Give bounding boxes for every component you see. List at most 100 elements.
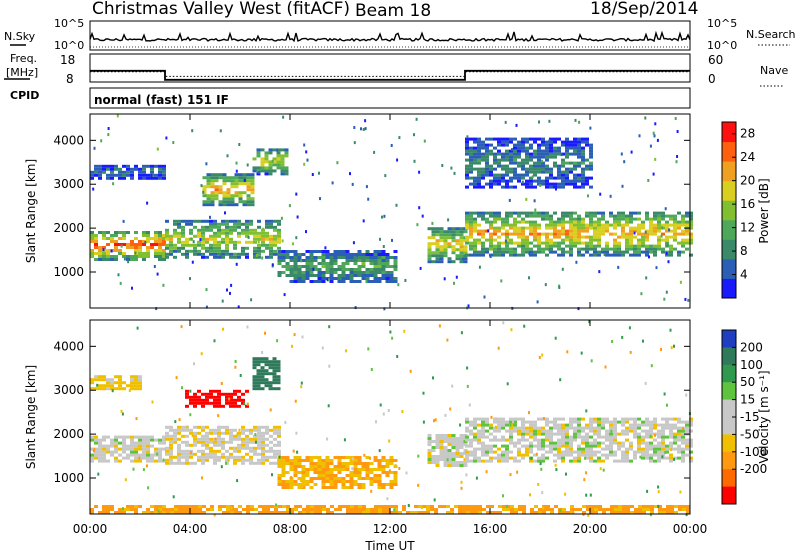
velocity-cell (209, 449, 213, 453)
power-cell (469, 226, 473, 230)
power-cell (581, 149, 585, 153)
power-cell (505, 143, 509, 147)
power-cell (541, 250, 545, 254)
velocity-cell (473, 435, 477, 439)
power-cell (645, 217, 649, 221)
power-cell (443, 251, 448, 255)
power-cell (553, 241, 557, 245)
velocity-cell (354, 511, 358, 514)
power-cell (609, 223, 613, 227)
power-cell (605, 220, 609, 224)
velocity-cell (138, 444, 142, 448)
power-cell (197, 219, 201, 223)
velocity-cell (110, 444, 114, 448)
power-cell (669, 250, 673, 254)
velocity-cell (462, 511, 466, 514)
power-cell (217, 255, 221, 259)
power-cell (418, 170, 421, 174)
velocity-cell (174, 420, 177, 424)
power-cell (349, 280, 354, 283)
velocity-cell (261, 455, 265, 459)
velocity-cell (622, 511, 626, 514)
velocity-cell (237, 398, 241, 402)
velocity-cell (398, 467, 401, 470)
velocity-cell (98, 387, 102, 391)
velocity-cell (501, 438, 505, 442)
velocity-cell (557, 426, 561, 430)
velocity-cell (649, 423, 653, 427)
power-cell (431, 227, 436, 231)
velocity-cell (593, 429, 597, 433)
velocity-cell (268, 363, 273, 367)
velocity-cell (389, 459, 394, 462)
power-cell (229, 231, 233, 235)
power-cell (569, 167, 573, 171)
velocity-cell (381, 459, 386, 462)
power-cell (234, 182, 239, 186)
velocity-cell (185, 443, 189, 447)
velocity-cell (585, 432, 589, 436)
power-cell (553, 140, 557, 144)
velocity-cell (94, 505, 98, 508)
power-cell (561, 214, 565, 218)
power-cell (265, 231, 269, 235)
velocity-cell (221, 452, 225, 456)
velocity-cell (430, 508, 434, 511)
power-cell (443, 242, 448, 246)
power-cell (297, 259, 302, 262)
velocity-cell (258, 511, 262, 514)
power-cell (153, 265, 156, 268)
velocity-cell (497, 346, 500, 350)
velocity-cell (96, 383, 99, 387)
power-cell (202, 200, 207, 204)
velocity-cell (213, 398, 217, 402)
power-cell (225, 240, 229, 244)
velocity-cell (213, 443, 217, 447)
velocity-cell (681, 456, 685, 460)
power-cell (450, 166, 453, 170)
power-cell (150, 170, 154, 174)
velocity-cell (217, 440, 221, 444)
velocity-cell (557, 417, 561, 421)
velocity-cell (459, 440, 464, 443)
velocity-heatmap-cells (90, 320, 693, 517)
velocity-cell (633, 429, 637, 433)
power-cell (465, 164, 469, 168)
power-cell (597, 241, 601, 245)
velocity-cell (621, 459, 625, 463)
velocity-cell (90, 387, 94, 391)
power-cell (593, 250, 597, 254)
power-cell (381, 265, 386, 268)
power-cell (465, 143, 469, 147)
power-cell (537, 223, 541, 227)
power-cell (505, 214, 509, 218)
power-cell (513, 223, 517, 227)
power-cell (177, 246, 181, 250)
velocity-cell (221, 443, 225, 447)
velocity-cell (381, 471, 386, 474)
velocity-cell (577, 417, 581, 421)
power-cell (357, 250, 362, 253)
power-cell (158, 176, 162, 180)
power-cell (637, 253, 641, 257)
velocity-cell (317, 468, 322, 471)
power-cell (377, 265, 382, 268)
power-cell (577, 214, 581, 218)
power-cell (549, 137, 553, 141)
power-cell (277, 274, 282, 277)
velocity-cell (213, 458, 217, 462)
velocity-cell (191, 434, 194, 438)
power-cell (589, 241, 593, 245)
power-cell (633, 244, 637, 248)
power-cell (573, 179, 577, 183)
power-cell (245, 234, 249, 238)
velocity-cell (427, 434, 432, 437)
velocity-cell (489, 444, 493, 448)
power-cell (134, 231, 138, 234)
power-cell (321, 274, 326, 277)
velocity-cell (545, 423, 549, 427)
power-cell (553, 155, 557, 159)
velocity-cell (512, 420, 514, 424)
velocity-cell (446, 338, 449, 342)
power-cell (185, 252, 189, 256)
